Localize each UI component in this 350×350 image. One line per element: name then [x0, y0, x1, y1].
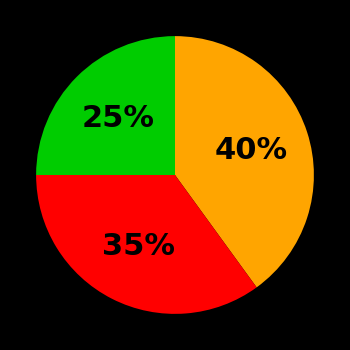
Wedge shape	[175, 36, 314, 287]
Wedge shape	[36, 175, 257, 314]
Text: 40%: 40%	[215, 135, 288, 164]
Text: 35%: 35%	[102, 232, 175, 261]
Wedge shape	[36, 36, 175, 175]
Text: 25%: 25%	[82, 104, 155, 133]
